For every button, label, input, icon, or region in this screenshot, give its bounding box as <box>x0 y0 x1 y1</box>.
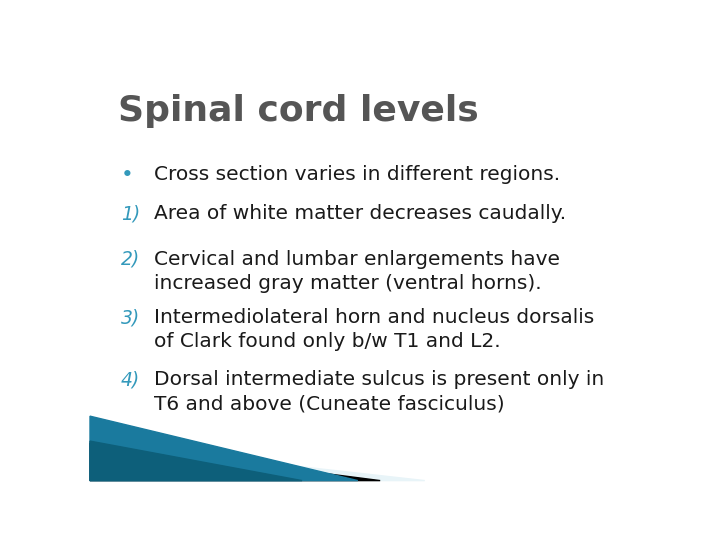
Text: 2): 2) <box>121 250 140 269</box>
Text: Spinal cord levels: Spinal cord levels <box>118 94 479 128</box>
Text: 4): 4) <box>121 370 140 389</box>
Polygon shape <box>90 416 358 481</box>
Polygon shape <box>90 443 425 481</box>
Text: Cervical and lumbar enlargements have
increased gray matter (ventral horns).: Cervical and lumbar enlargements have in… <box>154 250 560 293</box>
Text: Dorsal intermediate sulcus is present only in
T6 and above (Cuneate fasciculus): Dorsal intermediate sulcus is present on… <box>154 370 604 414</box>
Polygon shape <box>90 441 302 481</box>
Polygon shape <box>90 443 380 481</box>
Text: Intermediolateral horn and nucleus dorsalis
of Clark found only b/w T1 and L2.: Intermediolateral horn and nucleus dorsa… <box>154 308 595 352</box>
Text: Cross section varies in different regions.: Cross section varies in different region… <box>154 165 560 184</box>
Text: •: • <box>121 165 133 185</box>
Text: 1): 1) <box>121 204 140 223</box>
Text: Area of white matter decreases caudally.: Area of white matter decreases caudally. <box>154 204 567 223</box>
Text: 3): 3) <box>121 308 140 327</box>
